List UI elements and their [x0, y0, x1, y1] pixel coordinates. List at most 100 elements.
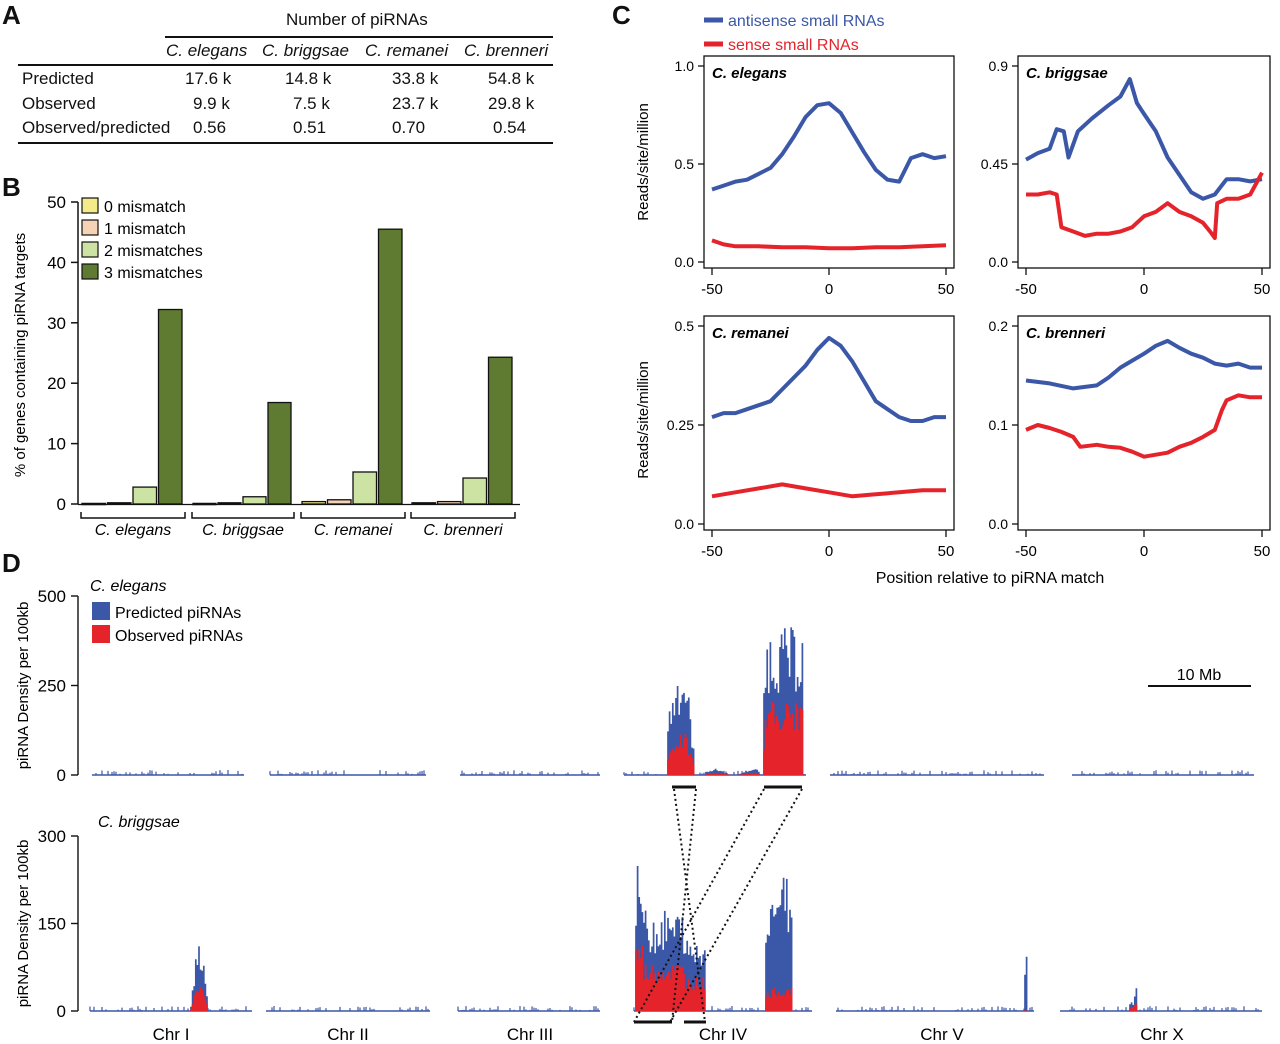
- density-noise: [95, 770, 243, 775]
- legend-swatch: [92, 625, 110, 643]
- density-noise: [837, 1006, 1033, 1011]
- table-cell: 0.51: [293, 118, 327, 137]
- legend-label: antisense small RNAs: [728, 13, 885, 30]
- table-rule-mid: [18, 64, 553, 66]
- x-tick-label: 50: [938, 543, 955, 560]
- y-tick-label: 0: [57, 1002, 66, 1021]
- legend-label: Observed piRNAs: [115, 628, 243, 645]
- observed-density-bars: [705, 772, 760, 775]
- y-tick-label: 0: [57, 766, 66, 785]
- legend-swatch: [81, 197, 99, 214]
- bar: [132, 486, 158, 505]
- chromosome-label: Chr X: [1140, 1025, 1183, 1044]
- subplot-title: C. briggsae: [1026, 65, 1108, 82]
- chromosome-label: Chr V: [920, 1025, 964, 1044]
- table-cell: 33.8 k: [392, 69, 439, 88]
- y-axis-label: piRNA Density per 100kb: [15, 602, 32, 770]
- observed-density-bars: [190, 987, 208, 1011]
- y-tick-label: 250: [38, 677, 66, 696]
- table-cell: 17.6 k: [185, 69, 232, 88]
- observed-density-bars: [667, 734, 695, 775]
- category-label: C. remanei: [314, 522, 393, 539]
- panel-letter-a: A: [2, 0, 21, 30]
- subplot: 0.0 0.45 0.9 -50 0 50 C. briggsae: [981, 55, 1271, 298]
- chromosome-label: Chr IV: [699, 1025, 748, 1044]
- y-tick-label: 0.0: [675, 254, 695, 270]
- chromosome-label: Chr III: [507, 1025, 553, 1044]
- track-title: C. elegans: [90, 578, 167, 595]
- bar: [106, 502, 132, 505]
- table-header-species: C. remanei: [365, 41, 449, 60]
- y-tick-label: 0.0: [989, 254, 1009, 270]
- observed-density-bars: [1024, 1010, 1028, 1011]
- subplot: 0.0 0.5 1.0 -50 0 50 C. elegans: [675, 55, 955, 298]
- y-tick-label: 0: [57, 495, 66, 514]
- predicted-density-bars: [1024, 956, 1028, 1011]
- x-tick-label: 0: [1140, 281, 1148, 298]
- subplot: 0.0 0.25 0.5 -50 0 50 C. remanei: [667, 315, 955, 560]
- subplot-frame: [1017, 55, 1271, 269]
- bar: [436, 500, 462, 505]
- x-axis-label: Position relative to piRNA match: [876, 570, 1105, 587]
- x-tick-label: -50: [701, 543, 723, 560]
- bar: [487, 356, 513, 505]
- subplot-title: C. remanei: [712, 325, 790, 342]
- table-header-species: C. elegans: [166, 41, 248, 60]
- category-bracket: [80, 512, 186, 519]
- sense-series-line: [1025, 393, 1262, 459]
- bar: [242, 496, 267, 505]
- x-tick-label: -50: [1015, 281, 1037, 298]
- table-rule-bottom: [18, 142, 553, 144]
- y-tick-label: 300: [38, 827, 66, 846]
- y-tick-label: 0.0: [675, 516, 695, 532]
- table-cell: 0.54: [493, 118, 527, 137]
- table-row-label: Predicted: [22, 69, 94, 88]
- table-cell: 0.70: [392, 118, 426, 137]
- category-label: C. elegans: [95, 522, 172, 539]
- y-tick-label: 0.5: [675, 156, 695, 172]
- category-bracket: [300, 512, 406, 519]
- predicted-density-bars: [765, 877, 793, 1011]
- legend-label: 3 mismatches: [104, 265, 203, 282]
- observed-density-bars: [1129, 1004, 1138, 1011]
- y-tick-label: 30: [47, 314, 66, 333]
- bar: [301, 500, 327, 505]
- density-noise: [271, 1006, 429, 1011]
- observed-density-bars: [763, 702, 804, 775]
- legend-swatch: [92, 602, 110, 620]
- y-tick-label: 20: [47, 374, 66, 393]
- y-tick-label: 0.5: [675, 318, 695, 334]
- table-cell: 14.8 k: [285, 69, 332, 88]
- y-tick-label: 0.25: [667, 417, 694, 433]
- y-tick-label: 0.9: [989, 58, 1009, 74]
- bar: [462, 477, 488, 505]
- legend-swatch: [81, 263, 99, 280]
- category-bracket: [410, 512, 516, 519]
- sense-series-line: [711, 238, 947, 251]
- antisense-series-line: [711, 335, 946, 423]
- y-tick-label: 10: [47, 435, 66, 454]
- y-axis-label: Reads/site/million: [635, 361, 652, 479]
- table-header-species: C. briggsae: [262, 41, 349, 60]
- bar: [217, 502, 242, 505]
- subplot-frame: [1017, 315, 1271, 531]
- table-row-label: Observed/predicted: [22, 118, 171, 137]
- subplot: 0.0 0.1 0.2 -50 0 50 C. brenneri: [989, 315, 1271, 560]
- synteny-line: [671, 788, 697, 1023]
- legend-label: 2 mismatches: [104, 243, 203, 260]
- subplot-frame: [703, 55, 955, 269]
- legend-swatch: [81, 241, 99, 258]
- y-tick-label: 500: [38, 587, 66, 606]
- y-axis-label: % of genes containing piRNA targets: [12, 233, 29, 477]
- track-title: C. briggsae: [98, 814, 180, 831]
- bar: [377, 228, 403, 505]
- y-tick-label: 150: [38, 915, 66, 934]
- bar: [326, 499, 352, 505]
- x-tick-label: 0: [825, 543, 833, 560]
- observed-density-bars: [635, 945, 706, 1011]
- x-tick-label: -50: [1015, 543, 1037, 560]
- category-bracket: [191, 512, 295, 519]
- density-tracks: 0 250 500 piRNA Density per 100kb C. elegans…: [15, 578, 1262, 1044]
